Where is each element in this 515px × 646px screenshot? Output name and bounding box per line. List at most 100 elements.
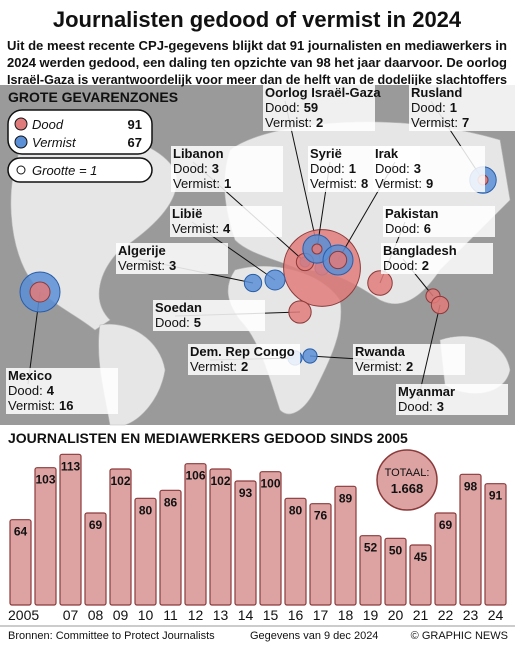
x-tick-label: 09 (113, 607, 129, 623)
vermist-label: Vermist: (190, 359, 237, 374)
vermist-label: Vermist: (8, 398, 55, 413)
region-name: Irak (375, 146, 399, 161)
dood-bubble (311, 243, 323, 255)
bar-value-label: 113 (61, 459, 81, 473)
bar (284, 497, 307, 606)
vermist-value: 7 (462, 115, 469, 130)
dood-bubble (29, 281, 51, 303)
label-backing (373, 146, 485, 192)
vermist-label: Vermist: (375, 176, 422, 191)
bar-value-label: 98 (464, 479, 478, 493)
dood-bubble (288, 300, 312, 324)
label-backing (171, 146, 283, 192)
dood-line: Dood: 5 (155, 315, 201, 330)
bar (459, 473, 482, 606)
bar-value-label: 102 (210, 474, 230, 488)
label-backing (153, 300, 265, 331)
dood-line: Dood: 6 (385, 221, 431, 236)
bar-value-label: 103 (35, 473, 55, 487)
dood-label: Dood: (8, 383, 43, 398)
map-heading: GROTE GEVARENZONES (8, 89, 178, 105)
bar (109, 468, 132, 606)
x-tick-label: 17 (313, 607, 329, 623)
dood-value: 1 (450, 100, 457, 115)
total-badge (376, 449, 438, 511)
bar (209, 468, 232, 606)
bar (184, 463, 207, 606)
dood-label: Dood: (265, 100, 300, 115)
total-value: 1.668 (391, 481, 424, 496)
dood-label: Dood: (310, 161, 345, 176)
dood-label: Dood: (385, 221, 420, 236)
dood-bubble (367, 270, 393, 296)
bar (234, 480, 257, 606)
vermist-value: 2 (241, 359, 248, 374)
dood-value: 1 (349, 161, 356, 176)
date: Gegevens van 9 dec 2024 (250, 630, 378, 642)
x-tick-label: 10 (138, 607, 154, 623)
dood-label: Dood: (375, 161, 410, 176)
vermist-bubble (243, 273, 263, 293)
x-tick-label: 19 (363, 607, 379, 623)
vermist-line: Vermist: 8 (310, 176, 368, 191)
subtitle-line: 2024 werden gedood, een daling ten opzic… (7, 55, 507, 70)
bar-value-label: 80 (139, 503, 153, 517)
x-tick-label: 20 (388, 607, 404, 623)
vermist-line: Vermist: 2 (190, 359, 248, 374)
label-backing (381, 243, 493, 274)
bar-value-label: 91 (489, 489, 503, 503)
vermist-line: Vermist: 16 (8, 398, 73, 413)
bar (84, 512, 107, 606)
legend: Dood 91 Vermist 67 (14, 117, 142, 150)
bar (134, 497, 157, 606)
dood-value: 3 (212, 161, 219, 176)
vermist-value: 2 (406, 359, 413, 374)
chart-title: JOURNALISTEN EN MEDIAWERKERS GEDOOD SIND… (8, 430, 408, 446)
total-title: TOTAAL: (385, 467, 430, 479)
dood-value: 59 (304, 100, 318, 115)
region-name: Algerije (118, 243, 166, 258)
region-name: Myanmar (398, 384, 455, 399)
region-name: Syrië (310, 146, 342, 161)
dood-label: Dood: (383, 258, 418, 273)
label-backing (188, 344, 300, 375)
vermist-line: Vermist: 2 (265, 115, 323, 130)
legend-value: 67 (128, 135, 142, 150)
subtitle-line: Israël-Gaza is verantwoordelijk voor mee… (7, 72, 507, 87)
x-tick-label: 24 (488, 607, 504, 623)
dood-value: 5 (194, 315, 201, 330)
vermist-value: 16 (59, 398, 73, 413)
bar-value-label: 50 (389, 543, 403, 557)
bar-value-label: 45 (414, 550, 428, 564)
dood-line: Dood: 3 (375, 161, 421, 176)
bar-chart: 64 2005 103 113 07 69 08 102 09 80 10 86 11 106 12 102 1… (8, 449, 507, 623)
x-tick-label: 21 (413, 607, 429, 623)
dood-label: Dood: (411, 100, 446, 115)
region-name: Bangladesh (383, 243, 457, 258)
legend-size-circle (16, 165, 26, 175)
dood-bubble (430, 295, 450, 315)
legend-swatch (14, 117, 28, 131)
dood-line: Dood: 3 (173, 161, 219, 176)
x-tick-label: 15 (263, 607, 279, 623)
bar (434, 512, 457, 606)
legend-label: Vermist (32, 135, 77, 150)
vermist-value: 2 (316, 115, 323, 130)
vermist-line: Vermist: 1 (173, 176, 231, 191)
label-backing (116, 243, 228, 274)
dood-value: 3 (437, 399, 444, 414)
bar-value-label: 106 (185, 469, 205, 483)
legend-box (7, 109, 153, 155)
vermist-bubble (264, 269, 286, 291)
legend-size-box (7, 157, 153, 183)
vermist-line: Vermist: 3 (118, 258, 176, 273)
vermist-line: Vermist: 9 (375, 176, 433, 191)
dood-bubble (328, 250, 348, 270)
dood-line: Dood: 1 (411, 100, 457, 115)
bar-value-label: 93 (239, 486, 253, 500)
dood-line: Dood: 2 (383, 258, 429, 273)
dood-value: 3 (414, 161, 421, 176)
region-name: Pakistan (385, 206, 439, 221)
